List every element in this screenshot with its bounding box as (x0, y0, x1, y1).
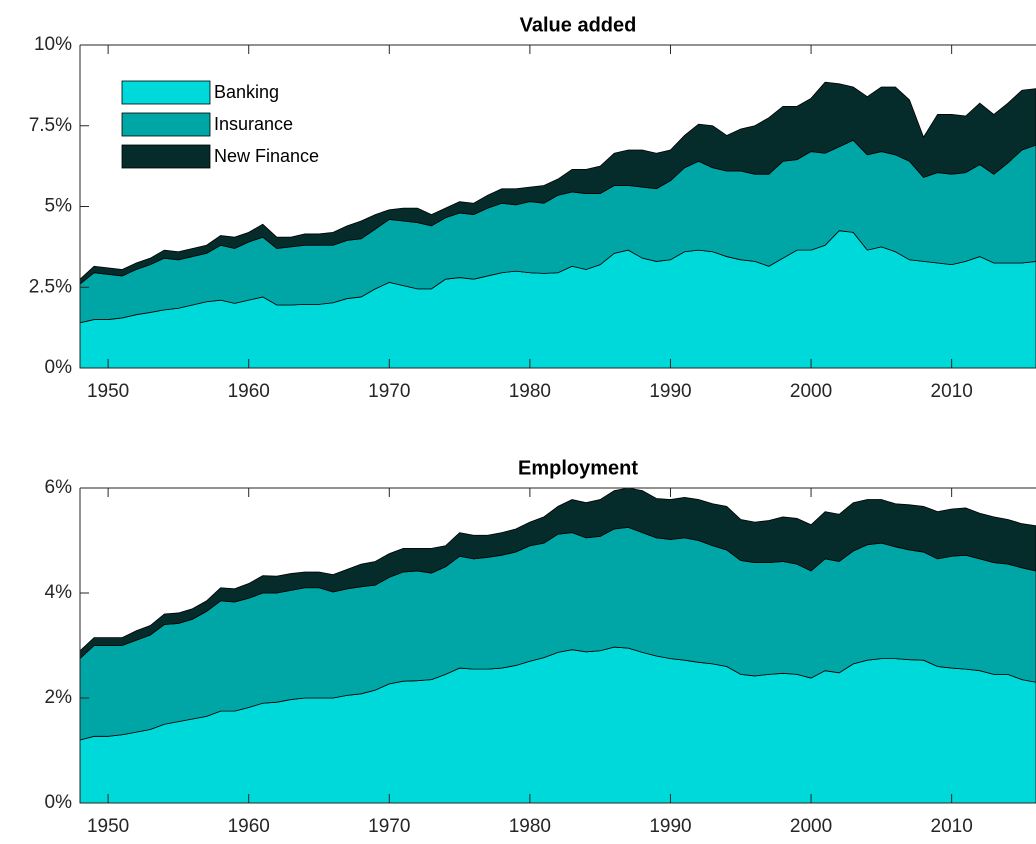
y-tick-label: 2% (45, 687, 73, 708)
legend-swatch (121, 80, 211, 105)
x-tick-label: 2000 (790, 816, 832, 837)
y-tick-label: 4% (45, 582, 73, 603)
legend-swatch (121, 144, 211, 169)
subplot: 0% 2.5% 5% 7.5% 10% 1950 1960 1970 1980 1990 2000 2… (29, 14, 1036, 402)
legend-label: New Finance (214, 146, 319, 166)
chart-title: Value added (520, 14, 637, 36)
area (79, 81, 1036, 285)
y-tick-label: 0% (45, 357, 73, 378)
x-tick-label: 1990 (649, 381, 691, 402)
area (79, 487, 1036, 660)
x-tick-label: 2010 (931, 381, 973, 402)
legend-label: Banking (214, 82, 279, 102)
y-tick-label: 10% (34, 34, 72, 55)
x-tick-label: 2010 (931, 816, 973, 837)
subplot: 0% 2% 4% 6% 1950 1960 1970 1980 1990 2000 2010 Empl… (45, 457, 1036, 837)
x-tick-label: 1970 (368, 816, 410, 837)
legend: Banking Insurance New Finance (121, 80, 319, 169)
x-tick-label: 1980 (509, 381, 551, 402)
y-tick-label: 7.5% (29, 115, 72, 136)
x-tick-label: 2000 (790, 381, 832, 402)
x-tick-label: 1960 (228, 381, 270, 402)
y-tick-label: 5% (45, 196, 73, 217)
y-tick-label: 0% (45, 792, 73, 813)
legend-swatch (121, 112, 211, 137)
y-tick-label: 6% (45, 477, 73, 498)
x-tick-label: 1950 (87, 381, 129, 402)
x-tick-label: 1970 (368, 381, 410, 402)
x-tick-label: 1980 (509, 816, 551, 837)
x-tick-label: 1960 (228, 816, 270, 837)
x-tick-label: 1990 (649, 816, 691, 837)
legend-label: Insurance (214, 114, 293, 134)
chart-title: Employment (518, 457, 638, 479)
x-tick-label: 1950 (87, 816, 129, 837)
y-tick-label: 2.5% (29, 276, 72, 297)
